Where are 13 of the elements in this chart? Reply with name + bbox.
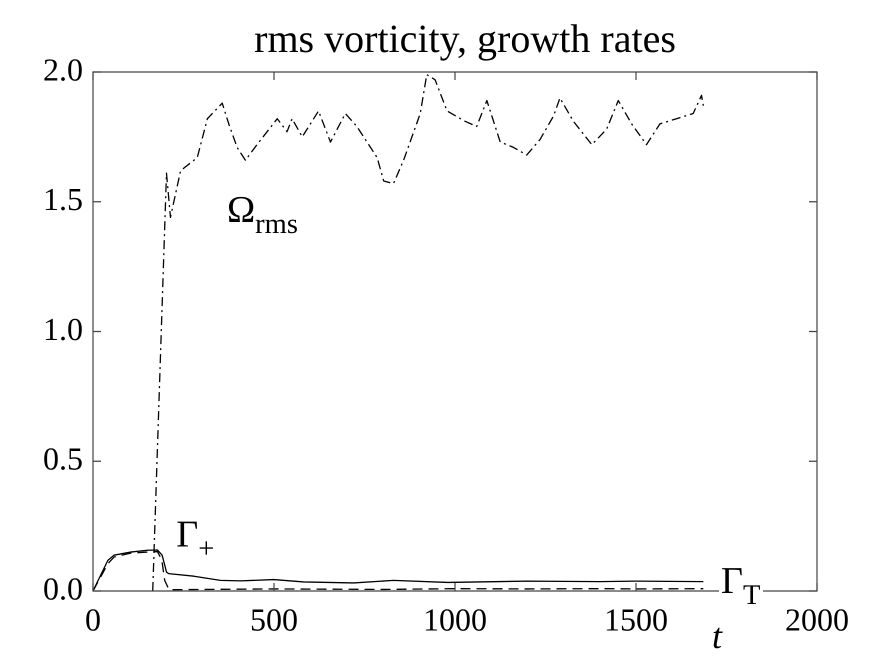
x-axis-title: t <box>712 616 723 656</box>
y-tick-label: 1.5 <box>43 181 83 218</box>
y-tick-label: 0.5 <box>43 440 83 477</box>
x-tick-label: 1500 <box>604 602 668 638</box>
x-tick-label: 1000 <box>423 602 487 638</box>
x-tick-label: 2000 <box>785 602 849 638</box>
x-tick-label: 500 <box>250 602 298 638</box>
y-tick-label: 0.0 <box>43 570 83 606</box>
x-tick-label: 0 <box>85 602 101 638</box>
series-label: Γ+ <box>176 513 214 564</box>
chart-title: rms vorticity, growth rates <box>254 16 676 61</box>
y-tick-label: 2.0 <box>43 51 83 88</box>
y-tick-label: 1.0 <box>43 310 83 347</box>
